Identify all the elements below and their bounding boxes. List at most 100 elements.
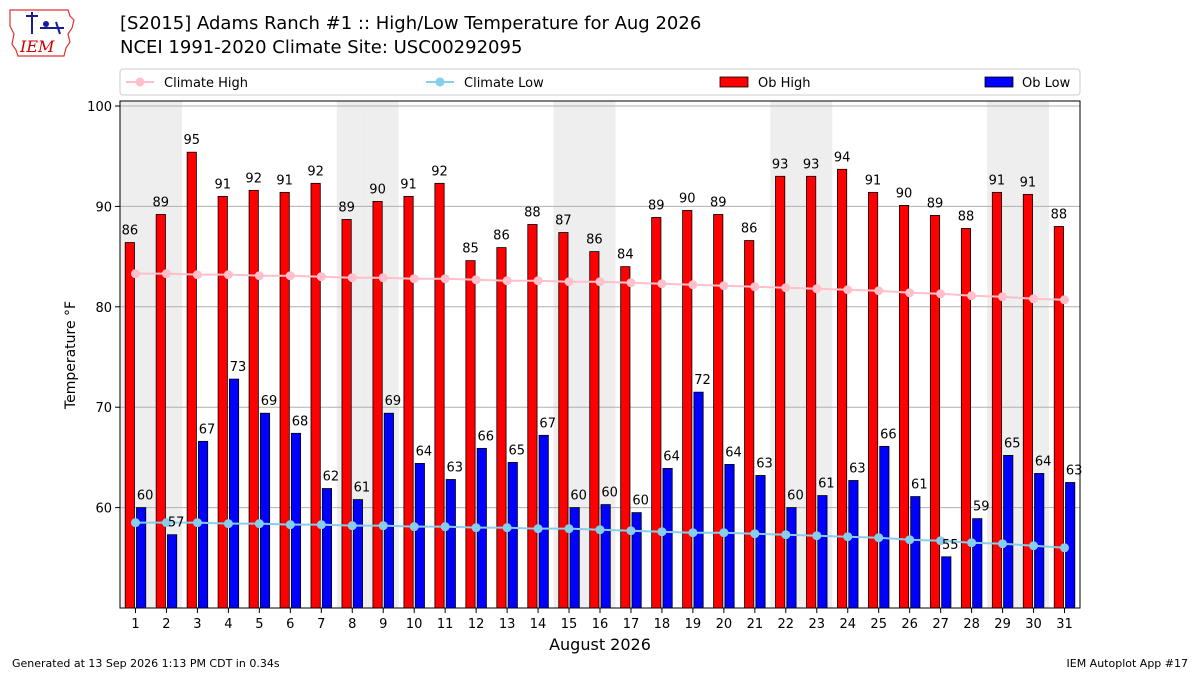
climate-high-point-7 — [316, 272, 326, 282]
shaded-day-2 — [150, 101, 182, 608]
ob-low-label-12: 66 — [478, 429, 495, 444]
ob-high-label-28: 88 — [958, 210, 975, 225]
ob-low-label-10: 64 — [416, 444, 433, 459]
ob-high-bar-25 — [868, 191, 879, 609]
x-tick-label-19: 19 — [685, 617, 702, 632]
ob-high-label-26: 90 — [896, 186, 913, 201]
x-tick-label-9: 9 — [379, 617, 387, 632]
ob-low-label-30: 64 — [1035, 454, 1052, 469]
ob-high-label-25: 91 — [865, 173, 882, 188]
ob-high-bar-6 — [279, 191, 290, 609]
legend-ob-low-label: Ob Low — [1022, 76, 1071, 91]
climate-high-point-28 — [967, 291, 977, 301]
climate-high-point-8 — [347, 273, 357, 283]
ob-high-bar-9 — [372, 200, 383, 609]
climate-high-point-25 — [874, 286, 884, 296]
ob-low-bar-4 — [228, 378, 240, 609]
ob-low-label-15: 60 — [570, 489, 587, 504]
legend-climate-high-label: Climate High — [164, 76, 248, 91]
climate-high-point-13 — [502, 276, 512, 286]
ob-high-label-20: 89 — [710, 195, 727, 210]
climate-low-point-16 — [595, 525, 605, 535]
climate-low-point-22 — [781, 530, 791, 540]
x-tick-label-14: 14 — [530, 617, 547, 632]
climate-high-point-31 — [1060, 295, 1070, 305]
climate-low-point-6 — [285, 520, 295, 530]
climate-low-point-13 — [502, 523, 512, 533]
ob-low-label-31: 63 — [1066, 464, 1083, 479]
ob-high-label-18: 89 — [648, 198, 665, 213]
climate-low-point-24 — [843, 532, 853, 542]
ob-low-bar-21 — [755, 475, 766, 609]
legend-climate-high-marker — [135, 77, 145, 87]
ob-low-bar-14 — [538, 434, 549, 609]
climate-low-point-20 — [719, 528, 729, 538]
ob-low-label-23: 61 — [818, 477, 835, 492]
x-axis-label: August 2026 — [549, 635, 651, 654]
ob-low-label-11: 63 — [447, 460, 464, 475]
bar-value-labels: 86 89 95 91 92 91 92 89 90 91 92 85 86 88 87 86 84 89 90 89… — [122, 133, 1083, 553]
climate-lines — [130, 269, 1070, 553]
chart-subtitle: NCEI 1991-2020 Climate Site: USC00292095 — [120, 37, 523, 58]
ob-low-bar-2 — [167, 534, 178, 609]
climate-low-point-31 — [1060, 543, 1070, 553]
ob-high-bar-20 — [713, 214, 724, 609]
ob-high-bar-1 — [124, 242, 135, 609]
legend-ob-low-swatch — [984, 76, 1014, 88]
ob-low-label-1: 60 — [137, 489, 154, 504]
x-tick-label-8: 8 — [348, 617, 356, 632]
ob-low-bar-28 — [972, 518, 983, 609]
ob-low-bar-6 — [290, 432, 302, 609]
ob-low-bar-16 — [600, 504, 611, 609]
climate-low-point-25 — [874, 533, 884, 543]
ob-high-bar-13 — [496, 247, 507, 609]
ob-low-label-7: 62 — [323, 470, 340, 485]
climate-high-point-14 — [533, 276, 543, 286]
ob-low-label-13: 65 — [508, 443, 525, 458]
ob-high-label-8: 89 — [338, 200, 355, 215]
ob-high-label-15: 87 — [555, 214, 572, 229]
climate-high-point-15 — [564, 277, 574, 287]
legend-climate-low-marker — [435, 77, 445, 87]
x-tick-label-25: 25 — [870, 617, 887, 632]
ob-high-bar-12 — [465, 260, 476, 609]
x-tick-label-4: 4 — [224, 617, 232, 632]
climate-low-point-18 — [657, 527, 667, 537]
ob-low-bar-18 — [662, 468, 673, 609]
climate-high-point-23 — [812, 284, 822, 294]
ob-high-label-10: 91 — [400, 177, 417, 192]
ob-low-bar-10 — [414, 463, 425, 609]
legend-ob-high-label: Ob High — [758, 76, 811, 91]
shaded-day-1 — [120, 101, 151, 608]
ob-high-label-19: 90 — [679, 191, 696, 206]
ob-high-label-4: 91 — [214, 177, 231, 192]
ob-low-bar-24 — [848, 480, 859, 609]
ob-low-bar-13 — [507, 462, 518, 609]
ob-high-label-27: 89 — [927, 196, 944, 211]
climate-high-point-17 — [626, 278, 636, 288]
chart-title: [S2015] Adams Ranch #1 :: High/Low Tempe… — [120, 13, 702, 34]
ob-high-label-11: 92 — [431, 164, 448, 179]
x-tick-label-27: 27 — [932, 617, 949, 632]
ob-high-bar-4 — [217, 195, 228, 609]
ob-high-label-6: 91 — [276, 173, 293, 188]
ob-high-label-12: 85 — [462, 242, 479, 257]
climate-low-point-12 — [471, 523, 481, 533]
climate-high-point-30 — [1029, 294, 1039, 304]
ob-high-label-23: 93 — [803, 157, 820, 172]
ob-high-label-3: 95 — [184, 133, 201, 148]
ob-high-bar-19 — [682, 210, 693, 609]
ob-high-bar-7 — [310, 182, 321, 609]
x-tick-label-6: 6 — [286, 617, 294, 632]
climate-high-point-16 — [595, 277, 605, 287]
climate-high-point-6 — [285, 271, 295, 281]
x-tick-label-13: 13 — [499, 617, 516, 632]
climate-high-point-26 — [905, 288, 915, 298]
ob-low-label-27: 55 — [942, 538, 959, 553]
climate-high-point-3 — [192, 270, 202, 280]
legend-climate-low-label: Climate Low — [464, 76, 544, 91]
ob-high-bar-28 — [960, 228, 972, 609]
climate-low-point-10 — [409, 522, 419, 532]
ob-low-label-8: 61 — [354, 481, 371, 496]
ob-high-label-22: 93 — [772, 157, 789, 172]
